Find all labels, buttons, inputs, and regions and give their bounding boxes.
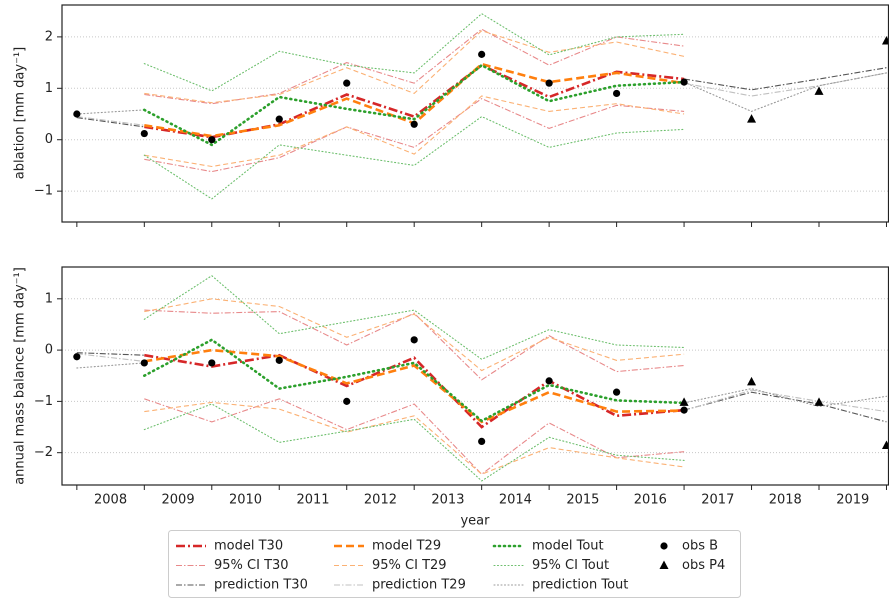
legend-label: 95% CI T30 — [214, 558, 289, 573]
obs-point — [343, 79, 351, 87]
obs-point — [275, 115, 283, 123]
obs-point — [680, 406, 688, 414]
obs-point — [612, 388, 621, 396]
obs-point — [140, 359, 148, 367]
y-tick-label: −1 — [34, 394, 53, 409]
x-tick-label: 2008 — [94, 493, 127, 508]
y-tick-label: 0 — [45, 343, 53, 358]
prediction-line — [76, 67, 887, 128]
obs-point — [208, 136, 216, 144]
obs-point — [814, 86, 824, 95]
obs-point — [814, 397, 824, 406]
ci-line — [144, 309, 685, 381]
obs-point — [343, 397, 351, 405]
legend-label: model Tout — [532, 539, 604, 554]
x-tick-label: 2013 — [431, 493, 464, 508]
y-axis-label: annual mass balance [mm day⁻¹] — [13, 267, 28, 485]
prediction-line — [76, 353, 887, 413]
model-line — [143, 338, 686, 423]
legend-label: prediction T29 — [372, 578, 466, 593]
x-tick-label: 2012 — [364, 493, 397, 508]
legend-label: prediction T30 — [214, 578, 308, 593]
legend-label: 95% CI T29 — [372, 558, 447, 573]
legend-label: model T30 — [214, 539, 283, 554]
obs-point — [478, 437, 486, 445]
y-tick-label: 2 — [45, 29, 53, 44]
ci-line — [144, 97, 685, 173]
y-tick-label: 0 — [45, 132, 53, 147]
axes-frame — [61, 4, 889, 223]
y-tick-label: 1 — [45, 81, 53, 96]
model-line — [144, 348, 685, 424]
prediction-line — [76, 352, 887, 423]
x-tick-label: 2019 — [836, 493, 869, 508]
x-tick-label: 2009 — [162, 493, 195, 508]
obs-point — [881, 35, 889, 45]
ci-line — [144, 398, 685, 475]
prediction-line — [76, 72, 888, 115]
obs-point — [410, 336, 418, 344]
obs-point — [747, 376, 757, 386]
obs-point — [680, 78, 688, 86]
legend-box — [168, 530, 741, 598]
obs-point — [545, 79, 553, 87]
x-axis-label: year — [460, 514, 490, 529]
obs-point — [747, 114, 757, 123]
y-tick-label: −2 — [34, 445, 53, 460]
legend-label: 95% CI Tout — [532, 558, 609, 573]
x-tick-label: 2016 — [634, 493, 667, 508]
x-tick-label: 2010 — [229, 493, 262, 508]
ci-line — [144, 95, 685, 168]
obs-point — [73, 110, 81, 118]
legend-label: obs P4 — [682, 558, 725, 573]
obs-point — [545, 377, 553, 385]
ci-line — [143, 275, 685, 360]
legend-label: obs B — [682, 539, 718, 554]
y-axis-label: ablation [mm day⁻¹] — [13, 47, 28, 179]
obs-point — [208, 359, 216, 367]
x-tick-label: 2011 — [296, 493, 329, 508]
obs-point — [679, 397, 689, 406]
obs-point — [478, 50, 486, 58]
x-tick-label: 2018 — [769, 493, 802, 508]
obs-point — [73, 353, 81, 361]
obs-point — [140, 129, 148, 138]
legend-marker — [659, 560, 669, 569]
ci-line — [143, 13, 685, 92]
model-line — [143, 63, 686, 147]
legend-label: model T29 — [372, 539, 441, 554]
y-tick-label: 1 — [45, 291, 53, 306]
ci-line — [144, 401, 685, 475]
ci-line — [143, 115, 685, 200]
ci-line — [144, 28, 685, 105]
legend-label: prediction Tout — [532, 578, 628, 593]
prediction-line — [76, 362, 888, 408]
ci-line — [143, 403, 685, 482]
ci-line — [144, 30, 685, 104]
legend-marker — [660, 542, 668, 550]
obs-point — [410, 120, 418, 128]
x-tick-label: 2014 — [499, 493, 532, 508]
obs-point — [612, 89, 621, 98]
y-tick-label: −1 — [34, 184, 53, 199]
obs-point — [275, 356, 283, 364]
ci-line — [144, 298, 685, 372]
x-tick-label: 2015 — [566, 493, 599, 508]
x-tick-label: 2017 — [701, 493, 734, 508]
obs-point — [881, 440, 889, 450]
